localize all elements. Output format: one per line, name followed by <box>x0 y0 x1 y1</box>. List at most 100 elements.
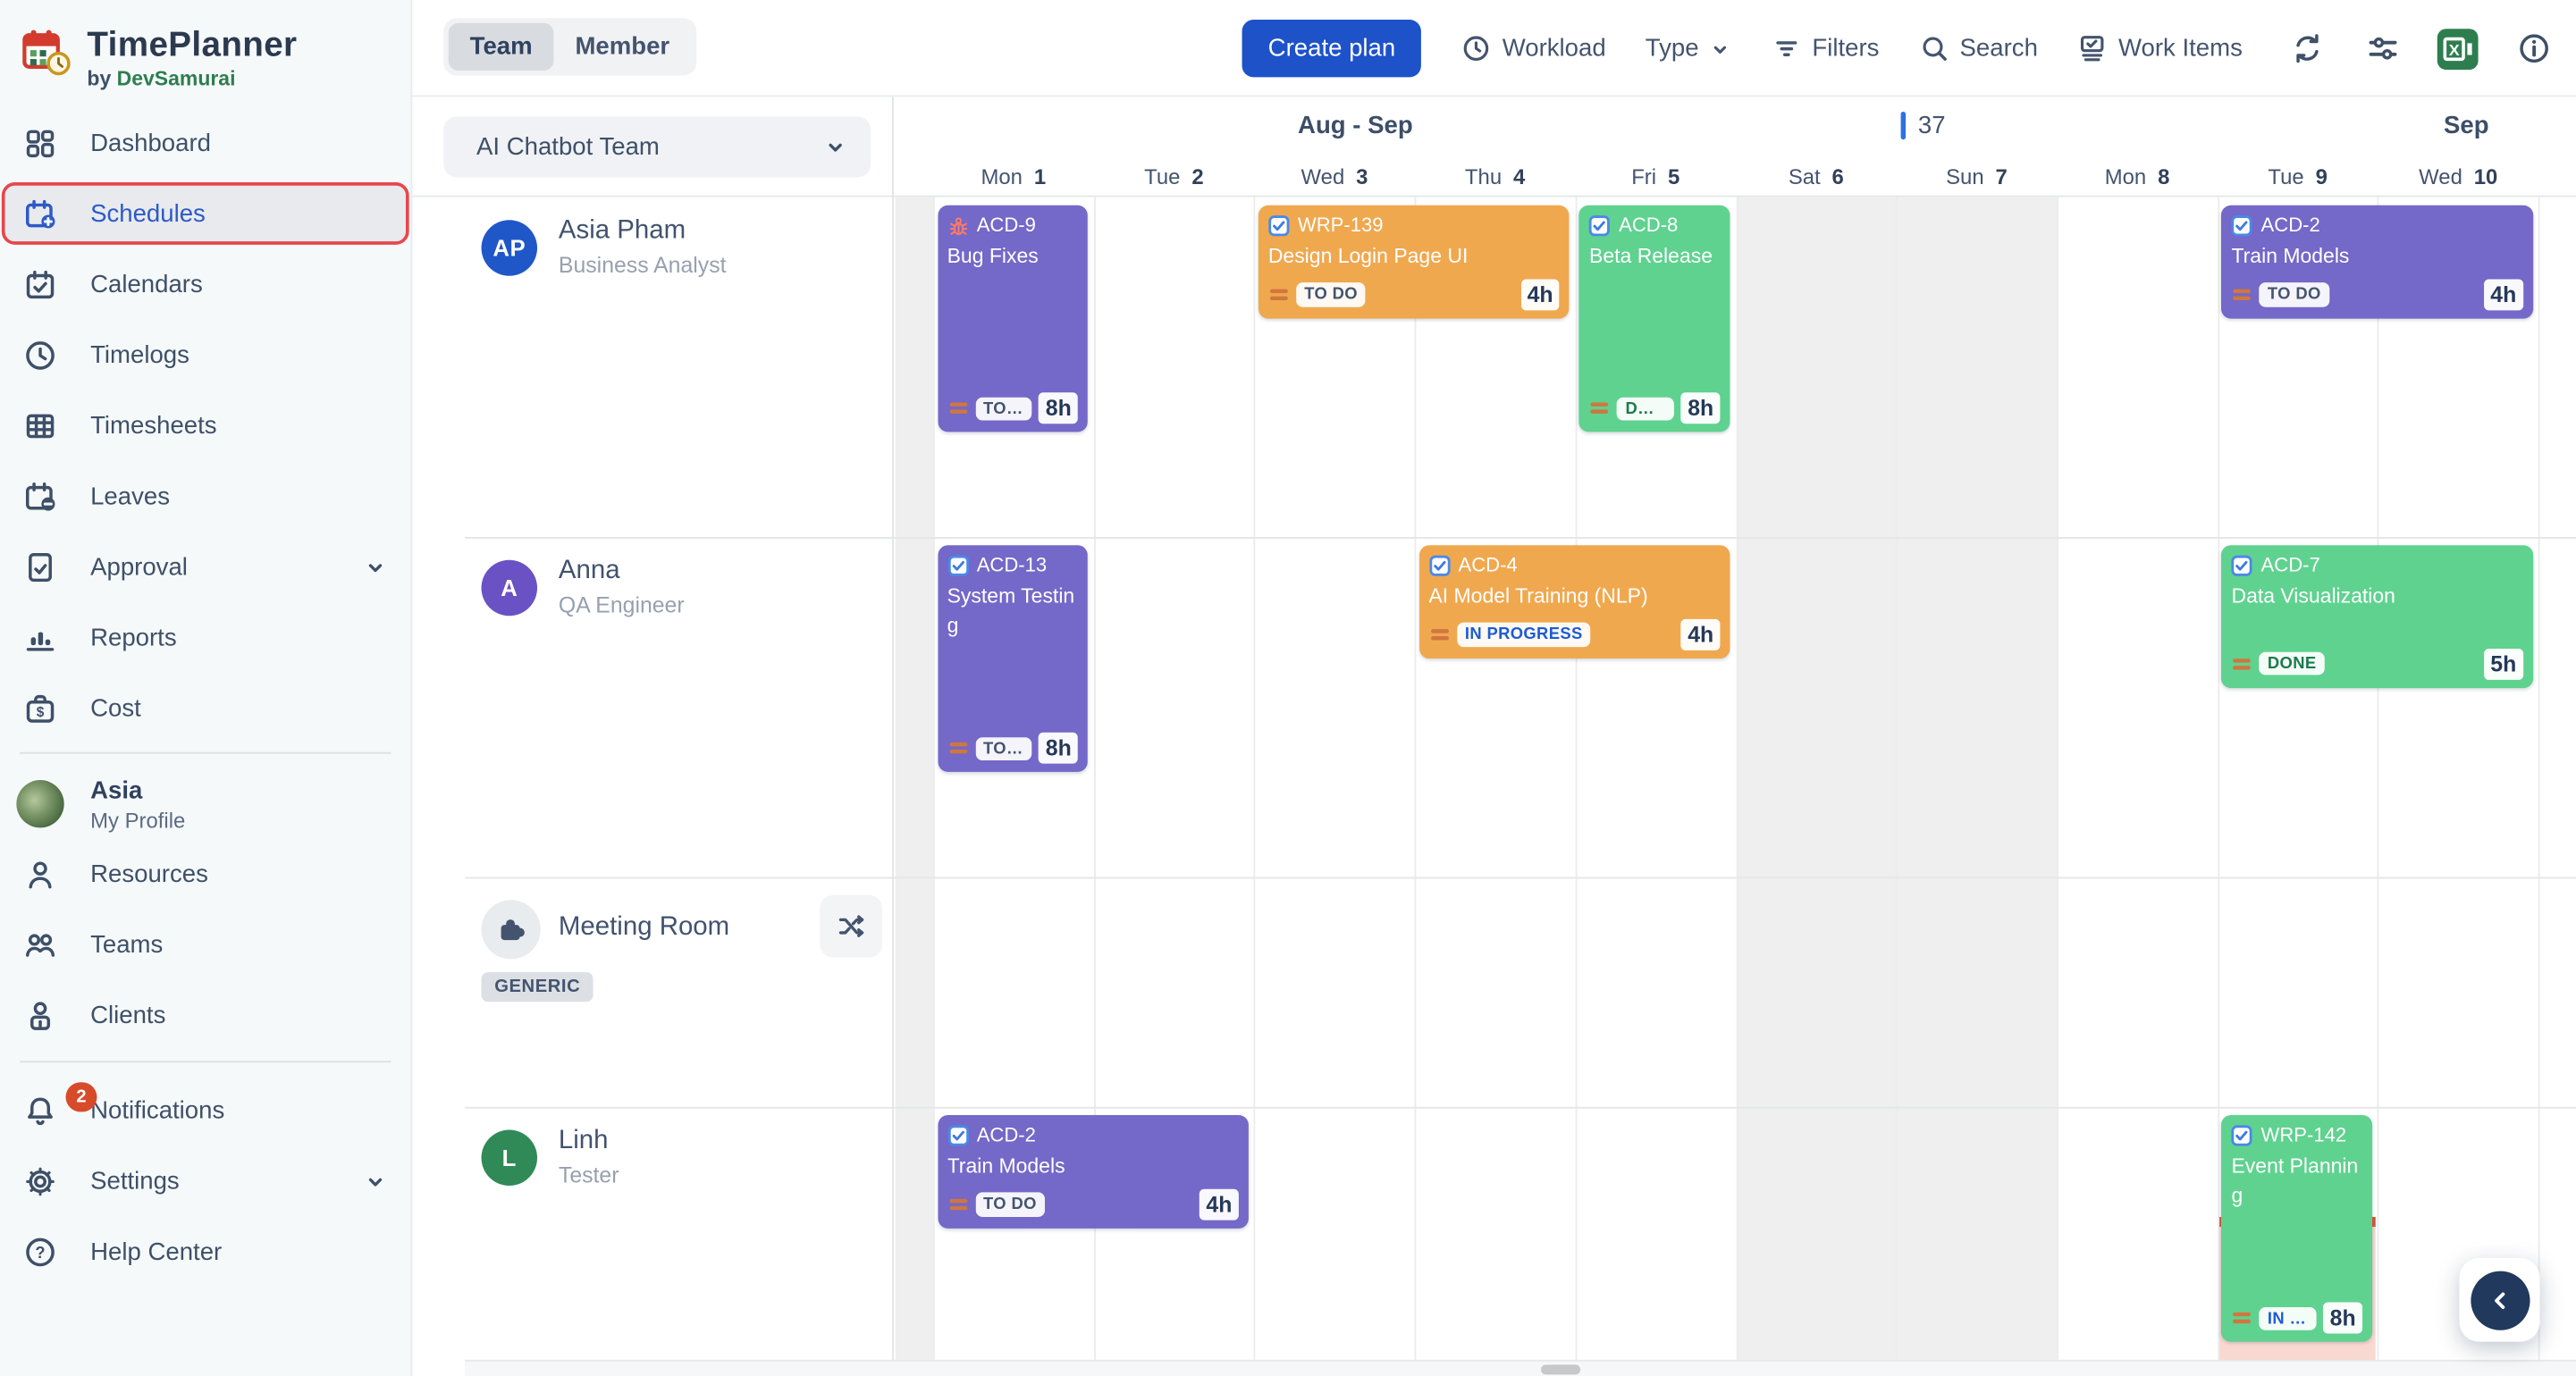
toggle-team[interactable]: Team <box>448 22 554 71</box>
day-header-sun-7: Sun 7 <box>1897 159 2058 192</box>
sidebar-item-reports[interactable]: Reports <box>4 608 408 667</box>
task-card-acd-8-beta-release[interactable]: ACD-8 Beta Release DONE 8h <box>1579 205 1730 433</box>
toolbar-button-info-icon[interactable] <box>2512 27 2555 70</box>
column-line <box>1254 197 1257 1360</box>
scrollbar-thumb[interactable] <box>1541 1364 1581 1375</box>
column-line <box>2538 197 2540 1360</box>
sidebar-profile[interactable]: Asia My Profile <box>0 774 411 845</box>
task-key: ACD-9 <box>976 213 1036 237</box>
hours-badge: 8h <box>2323 1303 2363 1335</box>
svg-text:?: ? <box>35 1244 45 1263</box>
sidebar-item-schedules[interactable]: Schedules <box>1 182 409 246</box>
sidebar-item-help-center[interactable]: ? Help Center <box>4 1223 408 1282</box>
hours-badge: 8h <box>1680 393 1721 424</box>
avatar: AP <box>481 220 538 276</box>
member-row-linh: L Linh Tester <box>465 1107 892 1360</box>
toolbar-action-workload[interactable]: Workload <box>1461 33 1606 64</box>
member-row-anna: A Anna QA Engineer <box>465 537 892 877</box>
day-number: 5 <box>1667 163 1680 189</box>
task-card-acd-9-bug-fixes[interactable]: ACD-9 Bug Fixes TO DO 8h <box>937 205 1089 433</box>
day-number: 10 <box>2473 163 2498 189</box>
sidebar-nav-footer: 2 Notifications Settings ? Help Center <box>0 1082 411 1282</box>
client-icon <box>23 999 58 1034</box>
shuffle-button[interactable] <box>820 894 883 958</box>
task-card-header: WRP-142 <box>2231 1123 2362 1146</box>
column-line <box>1093 197 1096 1360</box>
toolbar-action-label: Search <box>1959 34 2038 63</box>
sidebar-item-clients[interactable]: Clients <box>4 986 408 1045</box>
sidebar-item-dashboard[interactable]: Dashboard <box>4 113 408 172</box>
team-selector[interactable]: AI Chatbot Team <box>443 116 871 178</box>
people-icon <box>23 928 58 963</box>
bar-chart-icon <box>23 620 58 655</box>
chevron-down-icon <box>363 555 388 580</box>
filter-icon <box>1771 33 1802 64</box>
day-name: Wed <box>1301 163 1345 189</box>
sidebar-item-notifications[interactable]: 2 Notifications <box>4 1082 408 1141</box>
task-card-header: ACD-8 <box>1589 214 1721 237</box>
sidebar-item-label: Dashboard <box>90 129 211 157</box>
task-card-acd-2-train-models[interactable]: ACD-2 Train Models TO DO 4h <box>937 1115 1249 1229</box>
create-plan-button[interactable]: Create plan <box>1242 20 1422 78</box>
toolbar-action-work-items[interactable]: Work Items <box>2077 33 2243 64</box>
task-card-wrp-139-design-login-page-ui[interactable]: WRP-139 Design Login Page UI TO DO 4h <box>1258 205 1570 319</box>
day-name: Sun <box>1946 163 1984 189</box>
sidebar-item-timesheets[interactable]: Timesheets <box>4 396 408 455</box>
status-badge: IN PROGRESS <box>2259 1306 2317 1331</box>
toolbar-button-sliders-icon[interactable] <box>2361 27 2403 70</box>
task-card-wrp-142-event-planning[interactable]: WRP-142 Event Planning IN PROGRESS8h <box>2221 1115 2373 1343</box>
member-name: Linh <box>558 1126 609 1155</box>
toolbar-action-type[interactable]: Type <box>1646 35 1732 63</box>
sidebar-item-leaves[interactable]: Leaves <box>4 466 408 525</box>
sidebar-item-label: Cost <box>90 693 141 722</box>
horizontal-scrollbar <box>465 1359 2576 1376</box>
collapse-panel-button[interactable] <box>2459 1257 2540 1342</box>
puzzle-icon <box>494 913 527 946</box>
app-title: TimePlanner <box>87 26 298 64</box>
priority-medium-icon <box>1268 288 1290 303</box>
sidebar-item-teams[interactable]: Teams <box>4 916 408 975</box>
panel-grid-divider <box>892 96 894 1360</box>
status-badge: TO DO <box>974 1193 1045 1217</box>
member-role: Tester <box>558 1162 619 1187</box>
day-header-tue-9: Tue 9 <box>2218 159 2378 192</box>
toolbar-action-label: Workload <box>1502 34 1606 63</box>
excel-icon: X <box>2437 27 2479 70</box>
bug-icon <box>947 214 969 236</box>
toolbar-button-sync-icon[interactable] <box>2286 27 2328 70</box>
task-card-acd-7-data-visualization[interactable]: ACD-7 Data Visualization DONE 5h <box>2221 545 2533 688</box>
day-header-wed-3: Wed 3 <box>1254 159 1415 192</box>
sidebar-item-settings[interactable]: Settings <box>4 1153 408 1212</box>
member-name: Asia Pham <box>558 216 686 245</box>
toggle-member[interactable]: Member <box>575 32 670 62</box>
sidebar-item-resources[interactable]: Resources <box>4 845 408 904</box>
sidebar-item-timelogs[interactable]: Timelogs <box>4 325 408 384</box>
task-card-acd-4-ai-model-training-nlp-[interactable]: ACD-4 AI Model Training (NLP) IN PROGRESS 4… <box>1418 545 1730 659</box>
status-badge: TO DO <box>974 736 1033 761</box>
sidebar-item-cost[interactable]: $ Cost <box>4 678 408 737</box>
toolbar-action-search[interactable]: Search <box>1919 33 2038 64</box>
sidebar-item-label: Notifications <box>90 1097 225 1126</box>
sidebar-item-approval[interactable]: Approval <box>4 537 408 596</box>
task-card-acd-13-system-testing[interactable]: ACD-13 System Testing TO DO 8h <box>937 545 1089 773</box>
day-number: 3 <box>1356 163 1368 189</box>
table-icon <box>23 408 58 443</box>
task-title: System Testing <box>947 585 1075 637</box>
hours-badge: 4h <box>1520 279 1560 311</box>
gear-icon <box>23 1165 58 1200</box>
task-title: Beta Release <box>1589 245 1713 269</box>
task-checkbox-icon <box>2231 214 2252 236</box>
toolbar-action-filters[interactable]: Filters <box>1771 33 1879 64</box>
toolbar-button-excel-icon[interactable]: X <box>2437 27 2479 70</box>
priority-medium-icon <box>947 1197 969 1212</box>
sidebar-item-calendars[interactable]: Calendars <box>4 255 408 314</box>
row-divider <box>465 537 2576 539</box>
task-title: AI Model Training (NLP) <box>1428 585 1648 608</box>
task-title: Train Models <box>947 1154 1065 1179</box>
svg-text:$: $ <box>37 704 45 719</box>
workload-clock-icon <box>1461 33 1493 64</box>
hours-badge: 5h <box>2483 648 2523 680</box>
team-selector-value: AI Chatbot Team <box>476 132 660 162</box>
column-line <box>2378 197 2380 1360</box>
task-card-acd-2-train-models[interactable]: ACD-2 Train Models TO DO 4h <box>2221 205 2533 319</box>
